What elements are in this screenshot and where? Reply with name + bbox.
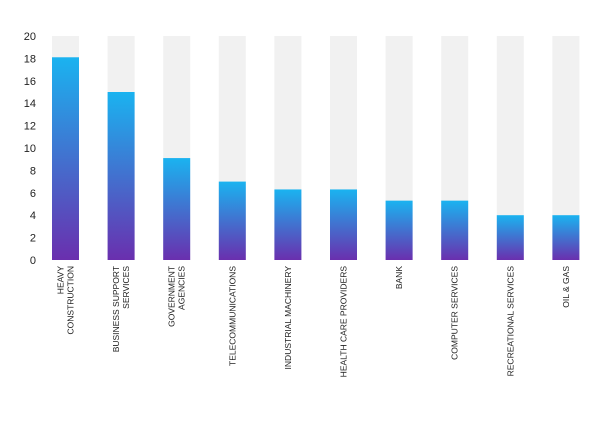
x-tick-label: HEAVYCONSTRUCTION [56, 266, 76, 335]
x-tick-label-text: RECREATIONAL SERVICES [505, 266, 515, 377]
x-tick-label-text: TELECOMMUNICATIONS [227, 266, 237, 366]
x-tick-label: INDUSTRIAL MACHINERY [283, 266, 293, 370]
bar [107, 92, 135, 260]
x-tick-label-text: HEALTH CARE PROVIDERS [339, 266, 349, 378]
bar [274, 189, 302, 260]
y-tick-label: 18 [24, 53, 36, 65]
x-tick-label-text: INDUSTRIAL MACHINERY [283, 266, 293, 370]
x-tick-label-text: COMPUTER SERVICES [450, 266, 460, 360]
x-tick-label: COMPUTER SERVICES [450, 266, 460, 360]
x-tick-label-text: GOVERNMENTAGENCIES [167, 266, 187, 327]
bar [52, 57, 79, 260]
y-tick-label: 8 [30, 165, 36, 177]
bar [385, 200, 413, 260]
y-tick-label: 6 [30, 188, 36, 200]
x-tick-label: OIL & GAS [561, 266, 571, 308]
bar [552, 215, 580, 260]
y-tick-label: 14 [24, 98, 36, 110]
bar [218, 181, 246, 260]
y-axis: 0 2 4 6 8 10 12 14 16 18 20 [24, 31, 36, 267]
x-tick-label-text: BANK [394, 266, 404, 289]
x-tick-label-text: HEAVYCONSTRUCTION [56, 266, 76, 335]
y-tick-label: 10 [24, 143, 36, 155]
bar [330, 189, 357, 260]
y-tick-label: 12 [24, 121, 36, 133]
bar [441, 200, 469, 260]
x-tick-label-text: BUSINESS SUPPORTSERVICES [111, 266, 131, 353]
x-axis: HEAVYCONSTRUCTION BUSINESS SUPPORTSERVICE… [56, 266, 571, 378]
y-tick-label: 4 [30, 210, 36, 222]
x-tick-label: BANK [394, 266, 404, 289]
y-tick-label: 0 [30, 255, 36, 267]
y-tick-label: 16 [24, 76, 36, 88]
x-tick-label-text: OIL & GAS [561, 266, 571, 308]
x-tick-label: GOVERNMENTAGENCIES [167, 266, 187, 327]
bars [52, 57, 580, 260]
bar [496, 215, 524, 260]
x-tick-label: RECREATIONAL SERVICES [505, 266, 515, 377]
y-tick-label: 2 [30, 233, 36, 245]
y-tick-label: 20 [24, 31, 36, 43]
bar [163, 158, 191, 260]
x-tick-label: BUSINESS SUPPORTSERVICES [111, 266, 131, 353]
x-tick-label: HEALTH CARE PROVIDERS [339, 266, 349, 378]
x-tick-label: TELECOMMUNICATIONS [227, 266, 237, 366]
